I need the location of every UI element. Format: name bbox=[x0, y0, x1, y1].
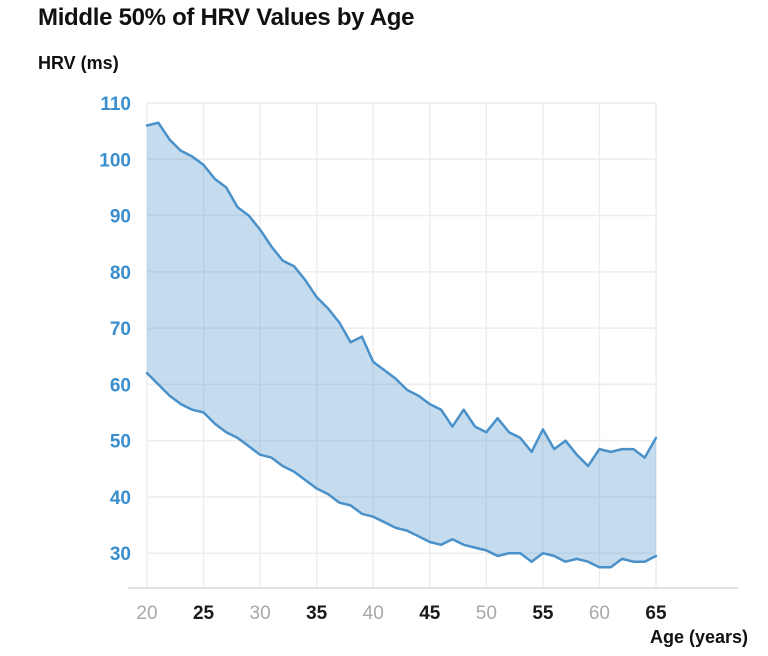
y-tick-label: 90 bbox=[110, 207, 131, 228]
x-tick-label: 65 bbox=[645, 603, 667, 624]
upper-bound-line bbox=[145, 121, 658, 468]
x-tick-label: 55 bbox=[532, 603, 554, 624]
y-tick-label: 110 bbox=[100, 94, 131, 115]
x-tick-label: 35 bbox=[306, 603, 328, 624]
y-tick-label: 70 bbox=[110, 319, 131, 340]
x-tick-label: 60 bbox=[589, 603, 610, 624]
y-tick-label: 50 bbox=[110, 432, 131, 453]
y-axis-title: HRV (ms) bbox=[38, 53, 119, 73]
lower-bound-line bbox=[145, 371, 658, 569]
x-tick-label: 25 bbox=[193, 603, 215, 624]
x-axis-title: Age (years) bbox=[649, 627, 748, 647]
y-tick-label: 60 bbox=[110, 375, 131, 396]
y-tick-label: 40 bbox=[110, 488, 131, 509]
x-tick-label: 30 bbox=[250, 603, 271, 624]
y-tick-label: 80 bbox=[110, 263, 131, 284]
x-tick-label: 50 bbox=[476, 603, 497, 624]
y-tick-label: 100 bbox=[99, 150, 131, 171]
x-tick-label: 40 bbox=[363, 603, 384, 624]
iqr-band-area bbox=[147, 122, 656, 568]
x-tick-label: 20 bbox=[136, 603, 157, 624]
chart-title: Middle 50% of HRV Values by Age bbox=[38, 4, 415, 31]
x-tick-label: 45 bbox=[419, 603, 441, 624]
y-tick-label: 30 bbox=[110, 544, 131, 565]
